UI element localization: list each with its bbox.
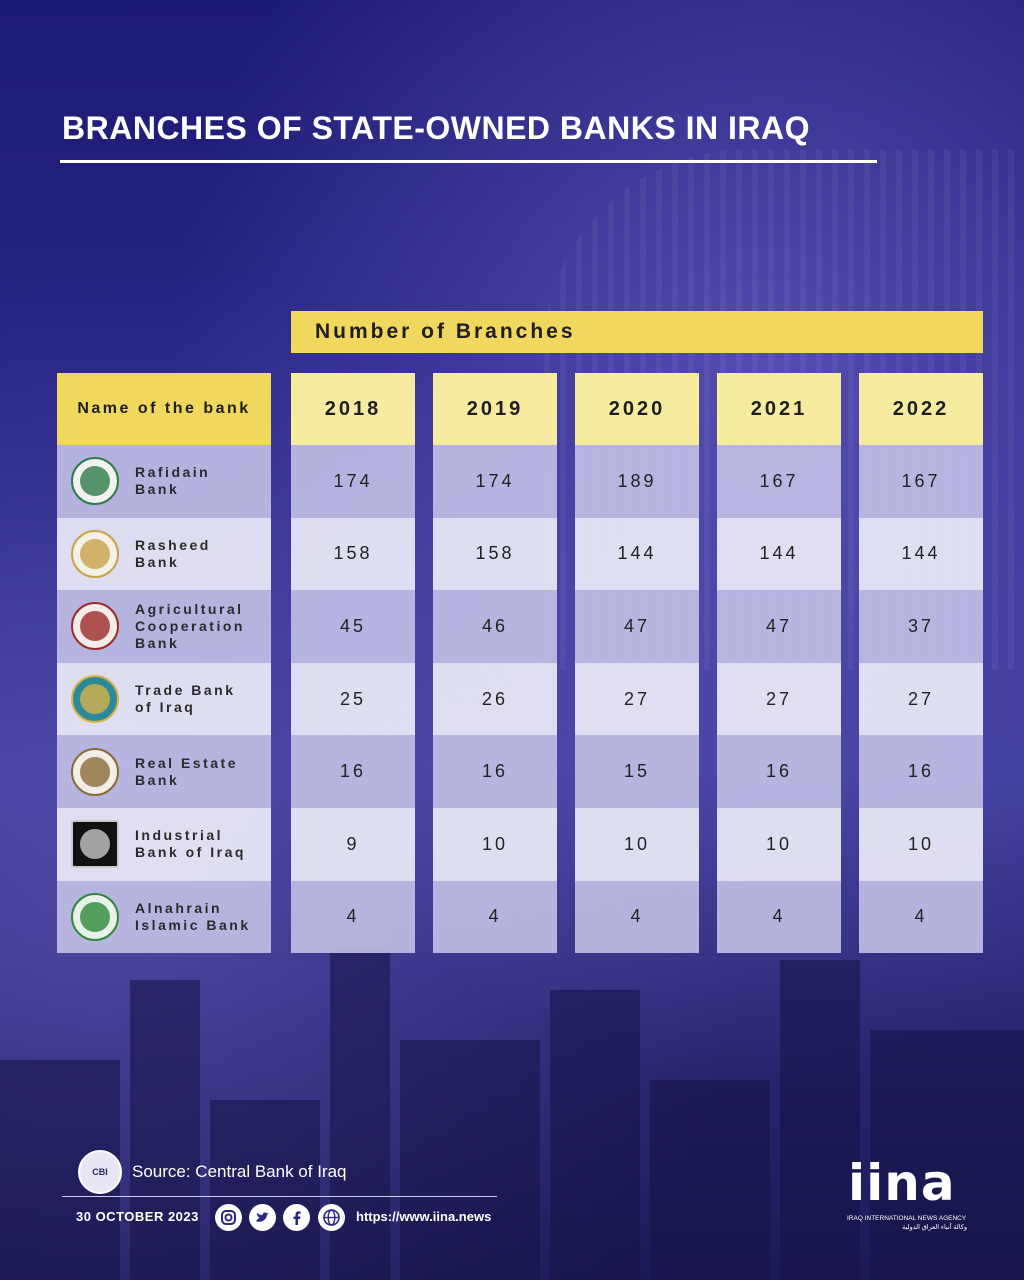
year-column-2018: 2018 174 158 45 25 16 9 4 <box>291 373 415 954</box>
bank-row: Real Estate Bank <box>57 735 271 808</box>
branch-count-cell: 16 <box>291 735 415 808</box>
branch-count-cell: 144 <box>717 517 841 591</box>
branch-count-cell: 26 <box>433 662 557 736</box>
bank-name-column: Name of the bank Rafidain Bank Rasheed Ban… <box>57 373 271 954</box>
branch-count-cell: 4 <box>433 880 557 954</box>
branch-count-cell: 45 <box>291 590 415 663</box>
footer-divider <box>62 1196 497 1197</box>
industrial-logo-icon <box>71 820 119 869</box>
agricultural-logo-icon <box>71 602 119 651</box>
branch-count-cell: 10 <box>717 807 841 881</box>
instagram-icon[interactable] <box>215 1204 242 1231</box>
page-title: BRANCHES OF STATE-OWNED BANKS IN IRAQ <box>62 110 810 146</box>
branch-count-cell: 47 <box>717 590 841 663</box>
year-column-2021: 2021 167 144 47 27 16 10 4 <box>717 373 841 954</box>
branch-count-cell: 174 <box>433 445 557 518</box>
bank-name: Rafidain Bank <box>135 464 211 498</box>
branch-count-cell: 4 <box>717 880 841 954</box>
iina-subtitle-en: IRAQ INTERNATIONAL NEWS AGENCY <box>847 1215 967 1222</box>
branch-count-cell: 4 <box>291 880 415 954</box>
branch-count-cell: 15 <box>575 735 699 808</box>
bank-row: Alnahrain Islamic Bank <box>57 880 271 954</box>
branch-count-cell: 10 <box>859 807 983 881</box>
bank-name: Industrial Bank of Iraq <box>135 827 246 861</box>
year-header: 2018 <box>291 373 415 445</box>
branch-count-cell: 167 <box>859 445 983 518</box>
source-text: Source: Central Bank of Iraq <box>132 1162 347 1181</box>
real-estate-logo-icon <box>71 747 119 796</box>
bank-name: Agricultural Cooperation Bank <box>135 600 245 651</box>
branch-count-cell: 16 <box>433 735 557 808</box>
branch-count-cell: 144 <box>859 517 983 591</box>
bank-name: Real Estate Bank <box>135 754 238 788</box>
bank-name-header: Name of the bank <box>57 373 271 445</box>
branch-count-cell: 9 <box>291 807 415 881</box>
branch-count-cell: 10 <box>575 807 699 881</box>
bank-name: Trade Bank of Iraq <box>135 682 236 716</box>
branch-count-cell: 16 <box>859 735 983 808</box>
branch-count-cell: 4 <box>575 880 699 954</box>
branch-count-cell: 27 <box>717 662 841 736</box>
bank-row: Agricultural Cooperation Bank <box>57 590 271 663</box>
branch-count-cell: 37 <box>859 590 983 663</box>
bank-row: Industrial Bank of Iraq <box>57 807 271 881</box>
year-header: 2020 <box>575 373 699 445</box>
twitter-icon[interactable] <box>249 1204 276 1231</box>
bank-row: Rafidain Bank <box>57 445 271 518</box>
iina-subtitle-ar: وكالة أنباء العراق الدولية <box>902 1224 967 1231</box>
branch-count-cell: 158 <box>433 517 557 591</box>
number-of-branches-header: Number of Branches <box>291 311 983 353</box>
iina-logo: iina <box>848 1154 956 1212</box>
bank-row: Rasheed Bank <box>57 517 271 591</box>
year-column-2019: 2019 174 158 46 26 16 10 4 <box>433 373 557 954</box>
branch-count-cell: 174 <box>291 445 415 518</box>
rafidain-logo-icon <box>71 457 119 506</box>
branch-count-cell: 10 <box>433 807 557 881</box>
title-underline <box>60 160 877 163</box>
branch-count-cell: 25 <box>291 662 415 736</box>
branch-count-cell: 4 <box>859 880 983 954</box>
globe-icon[interactable] <box>318 1204 345 1231</box>
branch-count-cell: 144 <box>575 517 699 591</box>
year-header: 2021 <box>717 373 841 445</box>
year-column-2022: 2022 167 144 37 27 16 10 4 <box>859 373 983 954</box>
branch-count-cell: 16 <box>717 735 841 808</box>
branch-count-cell: 27 <box>575 662 699 736</box>
alnahrain-logo-icon <box>71 892 119 941</box>
bank-row: Trade Bank of Iraq <box>57 662 271 736</box>
branch-count-cell: 27 <box>859 662 983 736</box>
website-url[interactable]: https://www.iina.news <box>356 1209 492 1224</box>
bank-name: Rasheed Bank <box>135 536 211 570</box>
branch-count-cell: 167 <box>717 445 841 518</box>
publish-date: 30 OCTOBER 2023 <box>76 1209 199 1224</box>
branch-count-cell: 47 <box>575 590 699 663</box>
trade-bank-logo-icon <box>71 675 119 724</box>
year-header: 2022 <box>859 373 983 445</box>
branch-count-cell: 189 <box>575 445 699 518</box>
iina-logo-subtitle: IRAQ INTERNATIONAL NEWS AGENCY وكالة أنب… <box>847 1214 967 1232</box>
facebook-icon[interactable] <box>283 1204 310 1231</box>
bank-name: Alnahrain Islamic Bank <box>135 899 251 933</box>
background-skyline <box>0 920 1024 1280</box>
branch-count-cell: 46 <box>433 590 557 663</box>
branch-count-cell: 158 <box>291 517 415 591</box>
year-column-2020: 2020 189 144 47 27 15 10 4 <box>575 373 699 954</box>
rasheed-logo-icon <box>71 529 119 578</box>
central-bank-seal-icon: CBI <box>78 1150 122 1194</box>
year-header: 2019 <box>433 373 557 445</box>
